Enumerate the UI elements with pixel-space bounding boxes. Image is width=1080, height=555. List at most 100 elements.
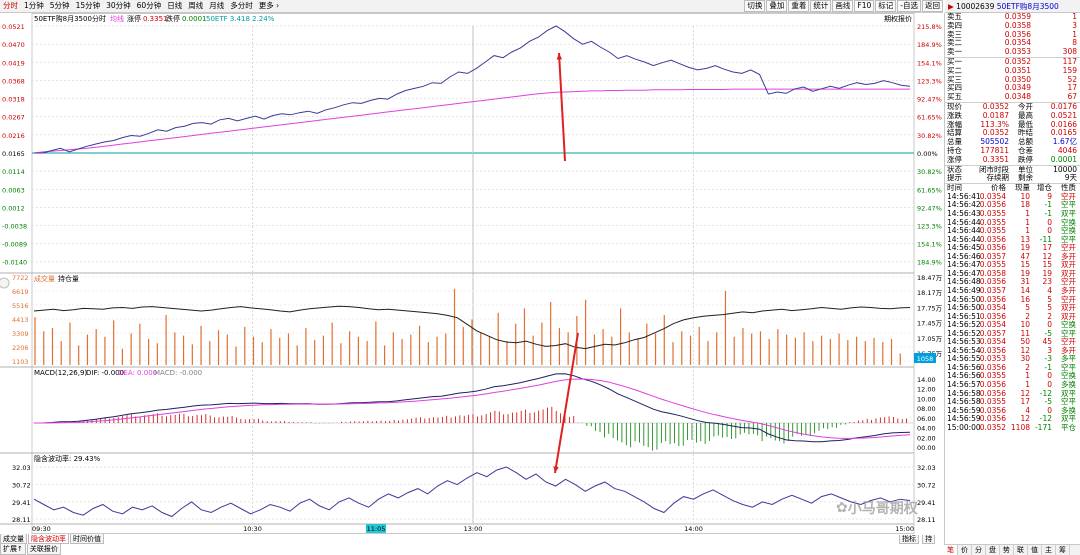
stat-value: 0.0176 — [1050, 101, 1077, 111]
trade-time: 14:56:58 — [947, 388, 981, 398]
quote-tab[interactable]: 值 — [1028, 545, 1042, 555]
f10-button[interactable]: F10 — [854, 0, 875, 12]
tab-1min[interactable]: 1分钟 — [24, 1, 44, 10]
trade-price: 0.0355 — [979, 226, 1006, 236]
trade-nature: 多换 — [1061, 405, 1076, 415]
trade-price: 0.0355 — [979, 209, 1006, 219]
underlying-quote: 50ETF 3.418 2.24% — [206, 15, 275, 23]
bid-row[interactable]: 买四 0.0349 17 — [945, 84, 1080, 93]
quote-tab[interactable]: 主 — [1042, 545, 1056, 555]
tab-implied-vol[interactable]: 隐含波动率 — [28, 534, 69, 544]
tab-related-quote[interactable]: 关联报价 — [26, 544, 61, 555]
trade-row: 14:56:47 0.0355 15 15 双开 — [945, 261, 1080, 270]
stat-value: 505502 — [980, 137, 1009, 147]
tab-monthly[interactable]: 月线 — [209, 1, 225, 10]
tip-label: 提示 — [947, 173, 962, 183]
trade-oi-change: -11 — [1039, 234, 1052, 244]
trade-oi-change: 3 — [1047, 345, 1052, 355]
redraw-button[interactable]: 重着 — [788, 0, 810, 12]
ask-row[interactable]: 卖一 0.0353 308 — [945, 47, 1080, 57]
iv-tick-label: 29.41 — [12, 499, 31, 507]
bid-row[interactable]: 买三 0.0350 52 — [945, 75, 1080, 85]
trade-row: 14:56:54 0.0356 12 3 多开 — [945, 345, 1080, 356]
trade-row: 14:56:44 0.0355 1 0 空换 — [945, 217, 1080, 228]
trade-volume: 12 — [1020, 414, 1030, 424]
price-tick-label: -0.0038 — [2, 222, 27, 230]
trade-oi-change: 0 — [1047, 217, 1052, 227]
trade-time: 14:56:55 — [947, 354, 981, 364]
red-arrow-up — [558, 52, 566, 162]
ask-row[interactable]: 卖五 0.0359 1 — [945, 12, 1080, 22]
tab-60min[interactable]: 60分钟 — [136, 1, 162, 10]
limit-down-label: 跌停 — [166, 14, 180, 23]
red-arrow-up-head — [556, 53, 563, 60]
draw-line-button[interactable]: 画线 — [832, 0, 854, 12]
trade-oi-change: 45 — [1042, 337, 1052, 347]
trade-price: 0.0353 — [979, 354, 1006, 364]
quote-tab[interactable]: 联 — [1014, 545, 1028, 555]
tab-multi-fenshi[interactable]: 多分时 — [230, 1, 253, 10]
mark-button[interactable]: 标记 — [875, 0, 897, 12]
quote-tab[interactable]: 势 — [1000, 545, 1014, 555]
bid-row[interactable]: 买一 0.0352 117 — [945, 57, 1080, 67]
tab-weekly[interactable]: 周线 — [188, 1, 204, 10]
stat-value: 0.0001 — [1050, 154, 1077, 164]
trade-row: 14:56:47 0.0358 19 19 双开 — [945, 269, 1080, 279]
tab-volume[interactable]: 成交量 — [0, 534, 27, 544]
oi-tick-label: 17.05万 — [917, 335, 943, 343]
trade-nature: 多开 — [1061, 251, 1076, 261]
oi-title: 持仓量 — [58, 274, 79, 283]
trade-nature: 空换 — [1061, 226, 1076, 236]
ask-row[interactable]: 卖二 0.0354 8 — [945, 39, 1080, 48]
tab-fenshi[interactable]: 分时 — [3, 1, 18, 10]
price-tick-label: 0.0012 — [2, 205, 25, 213]
add-watchlist-button[interactable]: -自选 — [897, 0, 921, 12]
pct-tick-label: 30.82% — [917, 132, 942, 140]
back-button[interactable]: 返回 — [922, 0, 943, 12]
bid-row[interactable]: 买二 0.0351 159 — [945, 66, 1080, 76]
stat-value: 0.0165 — [1050, 128, 1077, 138]
pct-tick-label: 61.65% — [917, 114, 942, 122]
current-volume-badge — [914, 353, 936, 363]
quote-tab[interactable]: 笔 — [944, 545, 958, 555]
overlay-button[interactable]: 叠加 — [766, 0, 788, 12]
quote-tab[interactable]: 筹 — [1056, 545, 1070, 555]
quote-tab[interactable]: 分 — [972, 545, 986, 555]
tab-5min[interactable]: 5分钟 — [49, 1, 70, 10]
quote-tab[interactable]: 价 — [958, 545, 972, 555]
bid-row[interactable]: 买五 0.0348 67 — [945, 92, 1080, 102]
ask-row[interactable]: 卖三 0.0356 1 — [945, 30, 1080, 40]
trade-price: 0.0355 — [979, 371, 1006, 381]
stats-button[interactable]: 统计 — [810, 0, 832, 12]
stat-value: 113.3% — [980, 119, 1009, 129]
tab-30min[interactable]: 30分钟 — [106, 1, 131, 10]
trade-nature: 空开 — [1061, 277, 1076, 287]
quote-tab[interactable]: 盘 — [986, 545, 1000, 555]
stat-label: 持仓 — [947, 145, 962, 155]
trade-nature: 空平 — [1061, 234, 1076, 244]
trade-price: 0.0357 — [979, 251, 1006, 261]
indicator-button[interactable]: 指标 — [899, 535, 919, 544]
hold-button[interactable]: 持 — [922, 535, 936, 544]
tab-time-value[interactable]: 时间价值 — [70, 534, 104, 544]
trade-price: 0.0354 — [979, 303, 1006, 313]
tab-expand[interactable]: 扩展↑ — [0, 544, 26, 555]
implied-vol-line — [33, 466, 911, 518]
red-arrow-down-head — [553, 466, 559, 473]
tab-more[interactable]: 更多 › — [256, 0, 282, 12]
ask-row[interactable]: 卖四 0.0358 3 — [945, 21, 1080, 31]
tab-daily[interactable]: 日线 — [167, 1, 183, 10]
pct-tick-label: 30.82% — [917, 168, 942, 176]
switch-button[interactable]: 切换 — [744, 0, 766, 12]
tab-15min[interactable]: 15分钟 — [75, 1, 101, 10]
trade-nature: 双开 — [1061, 260, 1076, 270]
trade-row: 14:56:59 0.0356 4 0 多换 — [945, 405, 1080, 416]
macd-dea: DEA: 0.000 — [118, 369, 157, 377]
trade-time: 14:56:44 — [947, 226, 981, 236]
price-tick-label: -0.0089 — [2, 241, 27, 249]
trade-row: 14:56:55 0.0353 30 -3 多平 — [945, 355, 1080, 364]
trades-col-header: 性质 — [1061, 183, 1076, 193]
stat-value: 177811 — [980, 145, 1009, 155]
oi-tick-label: 17.75万 — [917, 304, 943, 312]
